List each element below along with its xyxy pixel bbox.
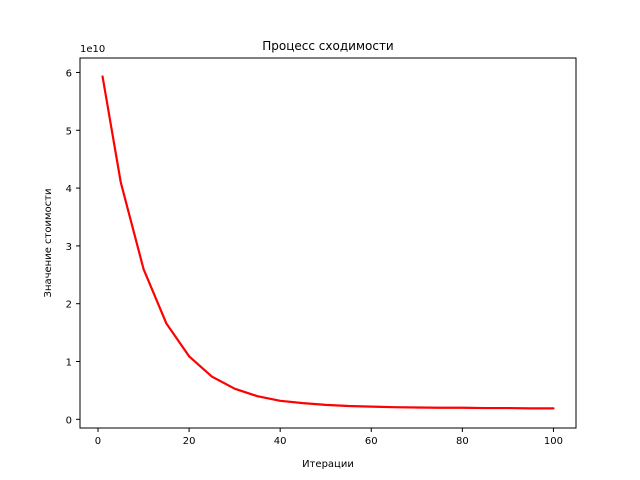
x-tick-label: 40 <box>274 436 287 447</box>
plot-frame <box>79 57 577 429</box>
y-tick-label: 0 <box>66 415 72 426</box>
x-tick-label: 60 <box>365 436 378 447</box>
x-tick-label: 0 <box>95 436 101 447</box>
y-axis-label: Значение стоимости <box>43 189 54 298</box>
series-layer <box>101 75 555 410</box>
y-axis-ticks: 0 1 2 3 4 5 6 <box>66 68 80 426</box>
series-line <box>101 75 555 410</box>
x-tick-label: 20 <box>183 436 196 447</box>
y-tick-label: 3 <box>66 242 72 253</box>
y-tick-label: 4 <box>66 184 72 195</box>
y-offset-label: 1e10 <box>80 44 105 55</box>
y-tick-label: 1 <box>66 358 72 369</box>
y-tick-label: 6 <box>66 68 72 79</box>
plot-area <box>80 58 576 428</box>
y-tick-label: 2 <box>66 300 72 311</box>
chart-title: Процесс сходимости <box>262 39 393 53</box>
y-tick-label: 5 <box>66 126 72 137</box>
x-tick-label: 80 <box>456 436 469 447</box>
x-axis-ticks: 0 20 40 60 80 100 <box>95 428 563 447</box>
x-tick-label: 100 <box>544 436 563 447</box>
x-axis-label: Итерации <box>302 459 354 470</box>
